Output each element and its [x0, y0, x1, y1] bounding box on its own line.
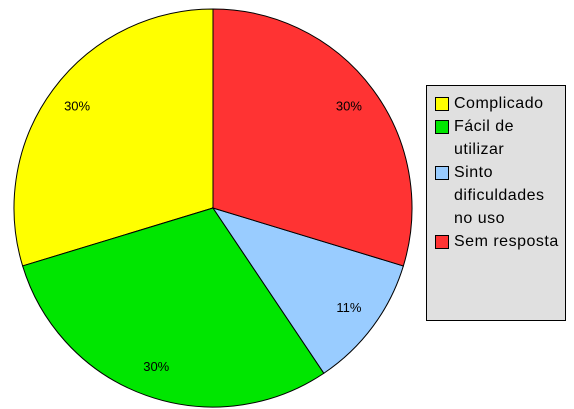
data-label: 30% — [143, 359, 169, 374]
legend-item: Complicado — [435, 92, 561, 115]
legend-label: Sem resposta — [454, 233, 559, 250]
pie-slice — [212, 8, 413, 267]
legend-label: Complicado — [454, 95, 544, 112]
legend-swatch — [435, 235, 449, 249]
legend: Complicado Fácil de utilizar Sinto dificul… — [426, 85, 566, 321]
data-label: 30% — [336, 99, 362, 114]
legend-swatch — [435, 120, 449, 134]
data-label: 11% — [336, 300, 361, 315]
legend-swatch — [435, 97, 449, 111]
pie-slice — [22, 207, 325, 408]
legend-swatch — [435, 166, 449, 180]
legend-item: Fácil de utilizar — [435, 115, 561, 161]
legend-label: Fácil de utilizar — [454, 118, 515, 158]
pie-slice — [211, 207, 404, 374]
pie-slice — [13, 8, 214, 267]
legend-label: Sinto dificuldades no uso — [454, 164, 545, 227]
legend-item: Sinto dificuldades no uso — [435, 161, 561, 230]
data-label: 30% — [64, 99, 90, 114]
legend-item: Sem resposta — [435, 230, 561, 253]
